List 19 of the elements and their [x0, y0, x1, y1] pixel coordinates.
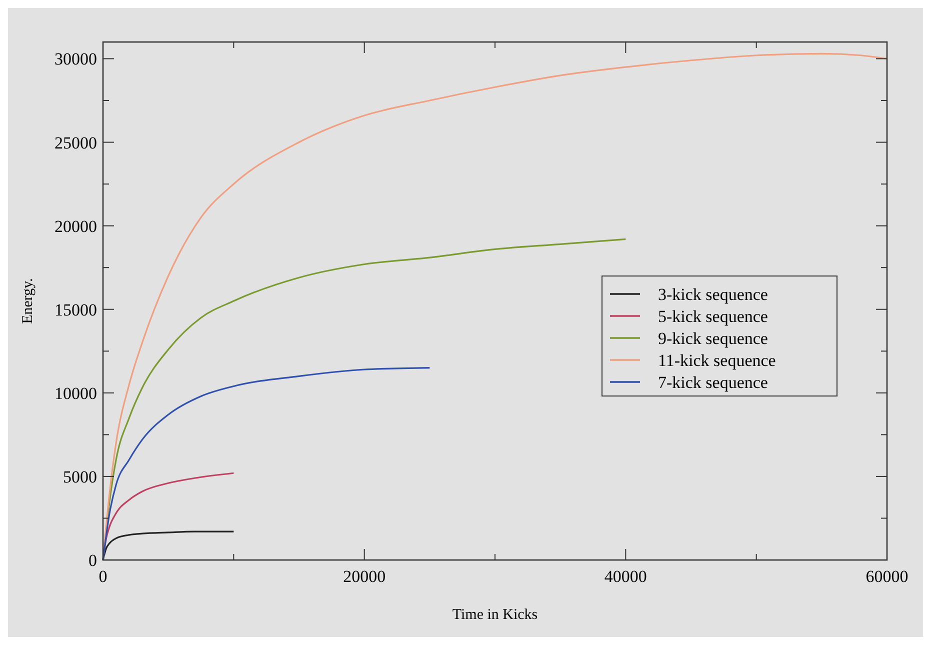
y-tick-label: 15000	[54, 300, 97, 320]
y-tick-label: 25000	[54, 133, 97, 152]
y-tick-label: 0	[88, 551, 97, 570]
y-tick-label: 20000	[54, 216, 97, 236]
legend-label: 5-kick sequence	[658, 307, 768, 326]
legend-label: 3-kick sequence	[658, 285, 768, 304]
y-axis-title: Energy.	[20, 278, 36, 324]
x-tick-label: 60000	[866, 567, 908, 586]
legend-label: 7-kick sequence	[658, 373, 768, 392]
x-axis-title: Time in Kicks	[452, 607, 538, 623]
line-series	[102, 530, 234, 561]
y-tick-label: 5000	[63, 467, 97, 486]
legend-label: 9-kick sequence	[658, 329, 768, 348]
x-tick-label: 20000	[343, 567, 386, 586]
x-tick-label: 40000	[604, 567, 647, 586]
line-series	[102, 367, 430, 561]
legend-label: 11-kick sequence	[658, 351, 776, 370]
y-tick-label: 10000	[54, 384, 97, 403]
y-tick-label: 30000	[54, 50, 97, 69]
